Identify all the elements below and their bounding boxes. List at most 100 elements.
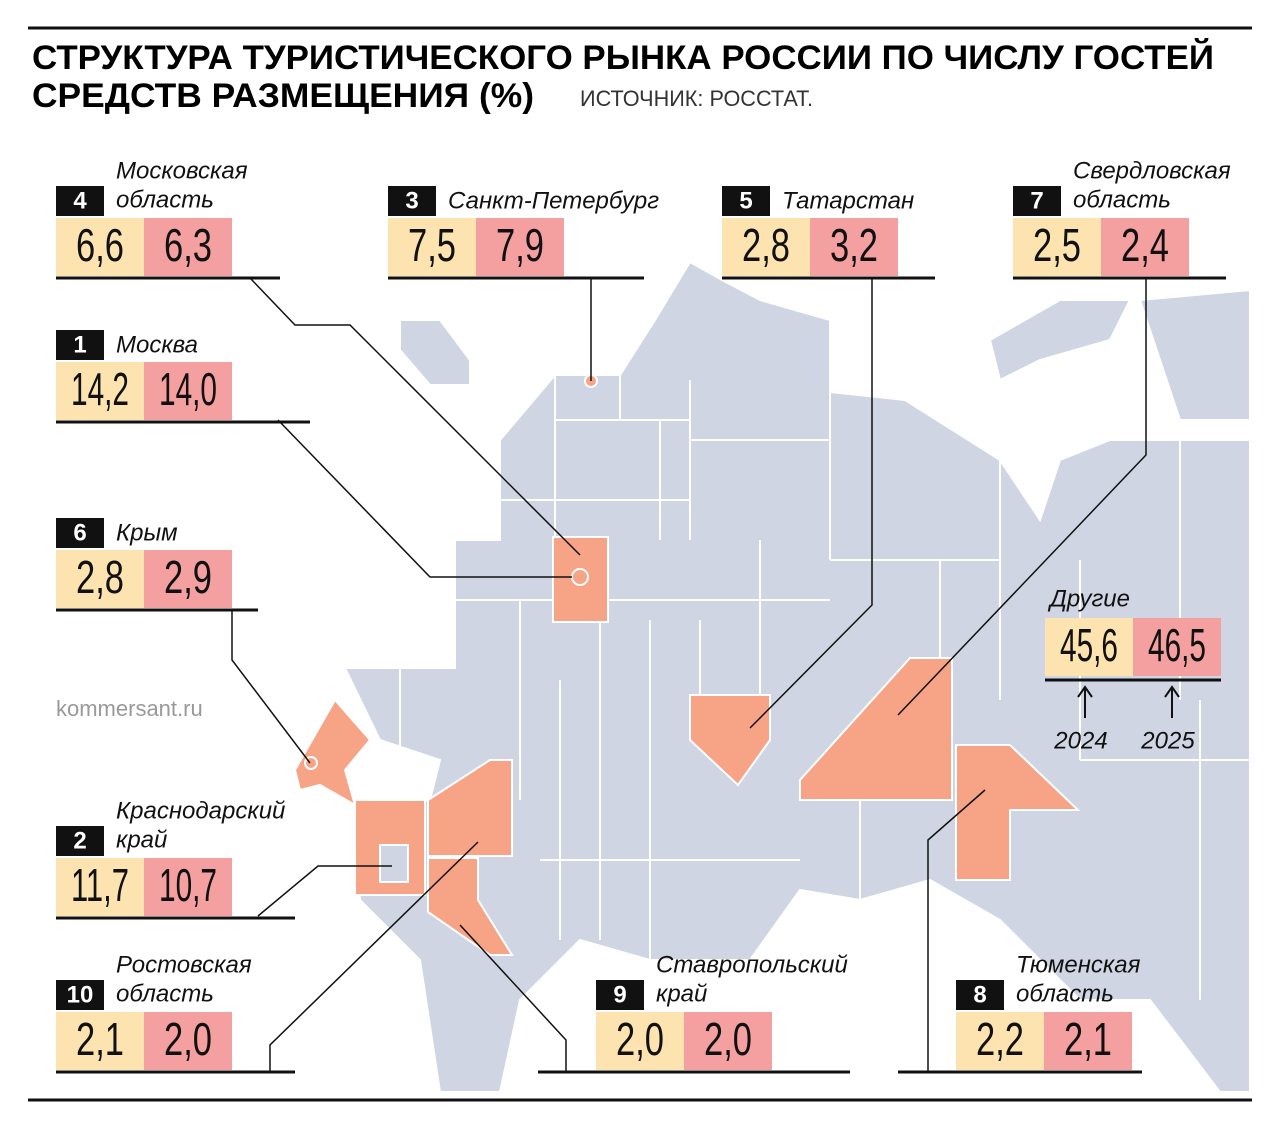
- value-2025: 46,5: [1148, 619, 1206, 671]
- region-name: Тюменская: [1016, 951, 1141, 978]
- value-2025: 2,0: [704, 1013, 752, 1065]
- value-2024: 2,8: [76, 551, 124, 603]
- region: [343, 260, 1251, 1093]
- cell-2024: [56, 858, 144, 916]
- value-2024: 7,5: [408, 219, 456, 271]
- cell-2025: [684, 1012, 772, 1070]
- rank-badge: [56, 186, 104, 216]
- value-2024: 11,7: [71, 859, 129, 911]
- connector: [897, 278, 1147, 716]
- cell-2024: [56, 550, 144, 608]
- region-name: край: [656, 980, 707, 1007]
- labels: 4 Московская область 6,6 6,3 3 Санкт-Петербург…: [56, 157, 1231, 1074]
- value-2025: 10,7: [159, 859, 217, 911]
- rank-badge: [1013, 186, 1061, 216]
- region-name: область: [1016, 980, 1114, 1007]
- value-2024: 2,5: [1033, 219, 1081, 271]
- source: ИСТОЧНИК: РОССТАТ.: [580, 86, 813, 111]
- cell-2024: [56, 218, 144, 276]
- rank: 7: [1030, 187, 1043, 214]
- connector: [459, 924, 567, 1072]
- connector: [257, 865, 392, 917]
- stavropol: [427, 857, 514, 956]
- connector: [269, 841, 479, 1072]
- value-2025: 2,0: [164, 1013, 212, 1065]
- cell-2025: [144, 362, 232, 420]
- tyumen: [955, 744, 1081, 881]
- credit: kommersant.ru: [56, 696, 203, 721]
- rank-badge: [596, 980, 644, 1010]
- adygea: [379, 844, 409, 883]
- region-name: Татарстан: [782, 187, 914, 214]
- cell-2024: [56, 362, 144, 420]
- year-label: 2025: [1140, 727, 1195, 754]
- connector: [231, 610, 311, 764]
- title: СТРУКТУРА ТУРИСТИЧЕСКОГО РЫНКА РОССИИ ПО…: [32, 38, 1214, 77]
- rank-badge: [722, 186, 770, 216]
- value-2025: 14,0: [159, 363, 217, 415]
- cell-2024: [596, 1012, 684, 1070]
- region-name: Московская: [116, 157, 248, 184]
- region: [1138, 288, 1251, 421]
- cell-2024: [1013, 218, 1101, 276]
- region-name: Свердловская: [1073, 157, 1231, 184]
- cell-2025: [476, 218, 564, 276]
- cell-2025: [144, 1012, 232, 1070]
- rank: 1: [73, 331, 86, 358]
- region-name: Санкт-Петербург: [448, 187, 659, 214]
- connectors: [231, 277, 1147, 1072]
- crimea: [293, 698, 372, 808]
- value-2024: 45,6: [1060, 619, 1118, 671]
- rank-badge: [956, 980, 1004, 1010]
- rank: 5: [739, 187, 752, 214]
- connector: [927, 789, 986, 1072]
- region: [399, 319, 471, 386]
- rank: 10: [67, 981, 94, 1008]
- value-2025: 7,9: [496, 219, 544, 271]
- rostov: [427, 759, 513, 857]
- value-2024: 6,6: [76, 219, 124, 271]
- rank: 6: [73, 519, 86, 546]
- connector: [749, 278, 873, 729]
- moscow-oblast: [552, 536, 609, 623]
- cell-2025: [144, 858, 232, 916]
- title: СРЕДСТВ РАЗМЕЩЕНИЯ (%): [32, 77, 534, 115]
- cell-2024: [722, 218, 810, 276]
- rank: 9: [613, 981, 626, 1008]
- cell-2024: [56, 1012, 144, 1070]
- value-2024: 2,2: [976, 1013, 1024, 1065]
- cell-2025: [1133, 618, 1221, 676]
- rank: 4: [73, 187, 87, 214]
- rank: 8: [973, 981, 986, 1008]
- cell-2025: [144, 550, 232, 608]
- rank-badge: [388, 186, 436, 216]
- rank-badge: [56, 826, 104, 856]
- tatarstan: [689, 694, 771, 787]
- region-name: Москва: [116, 331, 198, 358]
- value-2024: 14,2: [71, 363, 129, 415]
- cell-2024: [388, 218, 476, 276]
- region-name: область: [116, 980, 214, 1007]
- sverdlovsk: [799, 657, 953, 801]
- region: [988, 299, 1132, 382]
- rank-badge: [56, 330, 104, 360]
- region-name: Ростовская: [116, 951, 252, 978]
- connector: [277, 419, 572, 578]
- others-label: Другие: [1047, 585, 1130, 612]
- rank-badge: [56, 980, 104, 1010]
- cell-2025: [1101, 218, 1189, 276]
- region-name: край: [116, 826, 167, 853]
- value-2025: 2,9: [164, 551, 212, 603]
- rank-badge: [56, 518, 104, 548]
- region-name: Крым: [116, 519, 178, 546]
- cell-2024: [1045, 618, 1133, 676]
- value-2025: 3,2: [830, 219, 878, 271]
- region-name: область: [1073, 186, 1171, 213]
- cell-2024: [956, 1012, 1044, 1070]
- value-2024: 2,8: [742, 219, 790, 271]
- region-name: Ставропольский: [656, 951, 848, 978]
- value-2024: 2,0: [616, 1013, 664, 1065]
- rank: 3: [405, 187, 418, 214]
- value-2025: 6,3: [164, 219, 212, 271]
